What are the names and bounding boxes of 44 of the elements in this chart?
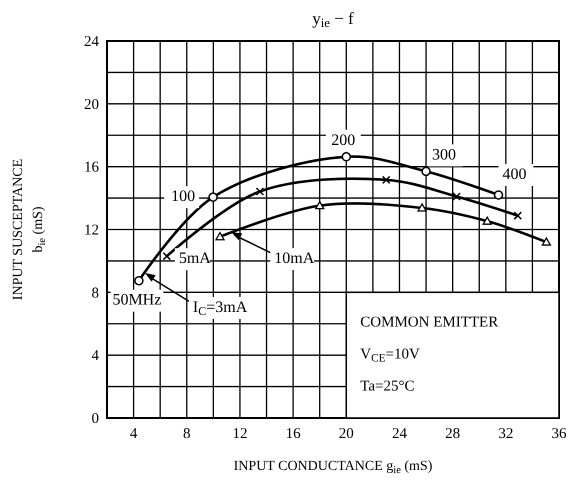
- x-tick-label: 16: [286, 426, 302, 442]
- annotation: 400: [502, 166, 527, 183]
- x-tick-label: 8: [183, 426, 191, 442]
- y-tick-label: 16: [84, 160, 100, 176]
- point: [482, 216, 492, 225]
- point: [315, 200, 324, 210]
- y-tick-label: 4: [92, 348, 100, 364]
- y-tick-label: 12: [84, 222, 99, 238]
- annotation: 5mA: [178, 250, 212, 268]
- x-tick-label: 28: [445, 426, 460, 442]
- annotation: 100: [171, 188, 196, 206]
- point: [452, 192, 461, 201]
- x-tick-label: 12: [232, 426, 248, 442]
- x-axis-title: INPUT CONDUCTANCE g$_{ie}$ (mS): [234, 459, 433, 476]
- annotation: Ta=25°C: [360, 378, 415, 394]
- annotation: COMMON EMITTER: [360, 314, 498, 330]
- annotation: V$_{CE}$=10V: [360, 346, 420, 364]
- x-tick-label: 36: [552, 426, 567, 442]
- annotation: 200: [331, 132, 356, 149]
- point: [215, 232, 225, 240]
- point: [256, 187, 264, 196]
- point: [494, 190, 504, 200]
- x-tick-label: 20: [338, 426, 354, 442]
- point: [514, 211, 522, 220]
- point: [342, 152, 352, 162]
- x-tick-label: 32: [498, 426, 514, 442]
- point: [134, 276, 144, 286]
- point: [208, 192, 218, 202]
- y-tick-label: 20: [84, 96, 99, 113]
- annotation: I$_{C}$=3mA: [192, 298, 248, 318]
- point: [421, 166, 431, 176]
- chart-title: y$_{ie}$ − f: [312, 9, 354, 30]
- y-tick-label: 8: [92, 285, 99, 302]
- y-tick-label: 0: [92, 411, 99, 427]
- point: [417, 203, 427, 212]
- x-tick-label: 24: [392, 426, 408, 442]
- point: [542, 237, 552, 246]
- x-tick-label: 4: [130, 426, 138, 442]
- annotation: 300: [432, 146, 456, 164]
- point: [162, 252, 172, 260]
- y-tick-label: 24: [84, 34, 100, 50]
- annotation: 50MHz: [112, 292, 162, 309]
- point: [382, 176, 390, 184]
- annotation: 10mA: [274, 250, 315, 268]
